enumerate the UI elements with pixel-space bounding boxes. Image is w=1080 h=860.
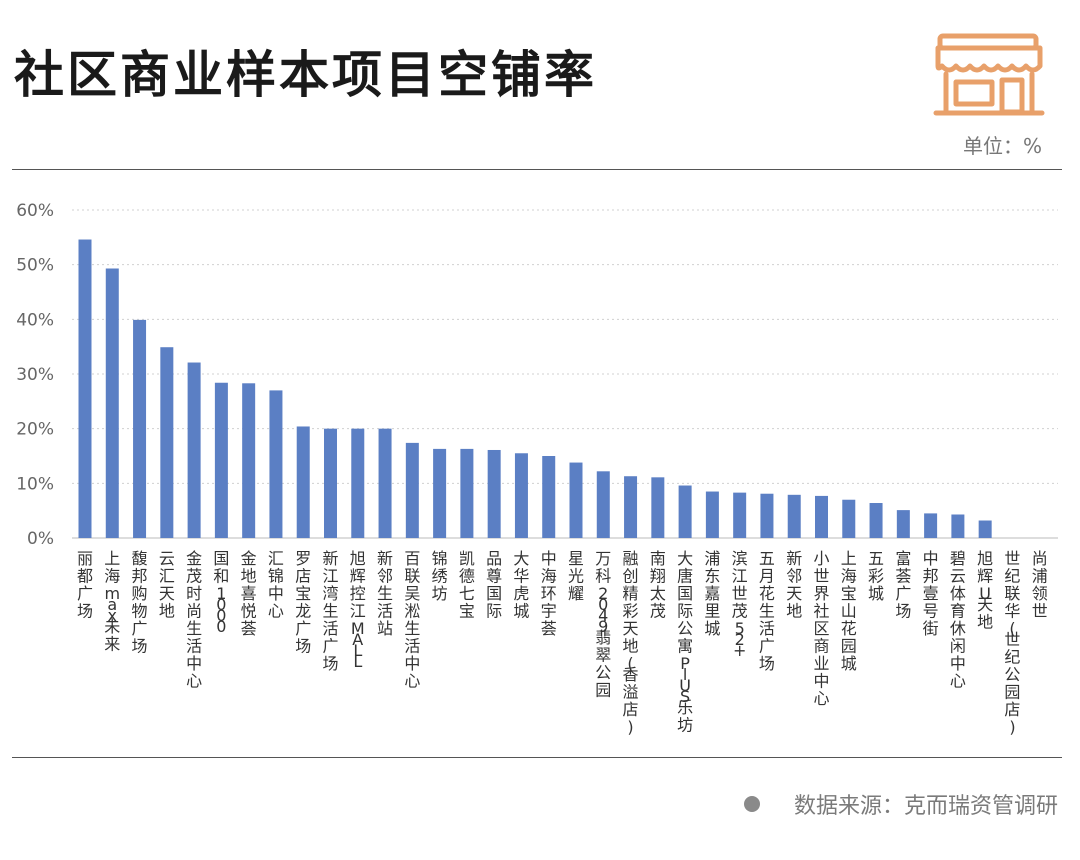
storefront-icon [933, 33, 1045, 116]
x-tick-label: 丽都广场 [77, 549, 93, 621]
bar [569, 462, 583, 538]
top-divider [12, 169, 1062, 170]
x-tick-label: 滨江世茂 5 2 + [732, 549, 748, 660]
x-tick-label: 旭辉 U 天地 [977, 549, 993, 632]
x-tick-label: 世纪联华(世纪公园店) [1004, 549, 1020, 737]
bar [78, 239, 92, 538]
x-tick-label: 大华虎城 [513, 549, 529, 621]
source-note: 数据来源：克而瑞资管调研 [743, 788, 1058, 820]
bar [324, 428, 337, 538]
y-tick-label: 20% [16, 420, 54, 440]
x-tick-label: 云汇天地 [159, 549, 175, 621]
x-tick-label: 碧云体育休闲中心 [950, 549, 966, 691]
bottom-divider [12, 757, 1062, 758]
x-tick-label: 馥邦购物广场 [132, 549, 148, 656]
bar [596, 471, 610, 538]
x-tick-label: 小世界社区商业中心 [813, 549, 829, 708]
x-tick-label: 锦绣坊 [432, 549, 448, 603]
x-tick-label: 新江湾生活广场 [322, 549, 338, 673]
bullet-dot-icon [743, 796, 760, 812]
bar [487, 449, 501, 538]
x-tick-label: 新邻生活站 [377, 549, 393, 638]
x-tick-label: 中邦壹号街 [923, 549, 939, 638]
bar [433, 448, 447, 538]
x-tick-label: 金地喜悦荟 [241, 549, 257, 638]
x-tick-label: 五彩城 [868, 549, 884, 603]
bar [160, 347, 174, 538]
bar [269, 390, 283, 538]
x-tick-label: 上海 m a x 未来 [104, 549, 120, 654]
bar [542, 456, 556, 538]
x-tick-label: 万科 2 0 4 9 翡翠公园 [595, 549, 611, 700]
x-tick-label: 星光耀 [568, 549, 584, 603]
bar [460, 448, 474, 538]
source-text: 数据来源：克而瑞资管调研 [793, 794, 1058, 819]
bar [787, 494, 801, 538]
x-tick-label: 尚浦领世 [1032, 549, 1048, 621]
unit-label: 单位：% [962, 134, 1042, 158]
x-tick-label: 五月花生活广场 [759, 549, 775, 673]
x-tick-label: 国和 1 0 0 0 [213, 549, 229, 636]
bar [651, 477, 665, 538]
bar [624, 476, 638, 538]
bar [869, 503, 883, 538]
bar [105, 268, 119, 538]
bar [815, 495, 828, 538]
x-tick-label: 融创精彩天地(香溢店) [623, 549, 639, 737]
x-tick-label: 浦东嘉里城 [704, 549, 720, 638]
bar [133, 319, 147, 538]
y-tick-label: 0% [27, 529, 54, 549]
x-tick-label: 品尊国际 [486, 549, 502, 621]
y-tick-label: 60% [16, 201, 54, 221]
x-tick-label: 中海环宇荟 [541, 549, 557, 638]
y-tick-label: 10% [16, 474, 54, 494]
x-tick-label: 汇锦中心 [268, 549, 284, 621]
chart-title: 社区商业样本项目空铺率 [14, 46, 597, 104]
x-tick-label: 旭辉控江 M A L L [350, 549, 366, 671]
x-tick-label: 百联吴淞生活中心 [404, 549, 420, 691]
bar [514, 453, 528, 538]
bar [896, 510, 910, 538]
x-tick-label: 上海宝山花园城 [841, 549, 857, 673]
x-tick-label: 南翔太茂 [650, 549, 666, 621]
bar [924, 513, 938, 538]
bar [760, 493, 774, 538]
bar [378, 428, 392, 538]
bar [978, 520, 992, 538]
bar [242, 383, 256, 538]
x-tick-label: 凯德七宝 [459, 549, 475, 621]
bar [296, 426, 310, 538]
bar [951, 514, 965, 538]
x-tick-label: 富荟广场 [895, 549, 911, 621]
x-tick-label: 金茂时尚生活中心 [186, 549, 202, 691]
bar [705, 491, 719, 538]
bar [187, 362, 201, 538]
bar [733, 492, 747, 538]
x-tick-label: 新邻天地 [786, 549, 802, 621]
y-tick-label: 50% [16, 256, 54, 276]
bar [678, 485, 692, 538]
bar [214, 382, 228, 538]
bar [405, 442, 419, 538]
y-tick-label: 40% [16, 310, 54, 330]
bar [351, 428, 365, 538]
bar [842, 499, 856, 538]
y-tick-label: 30% [16, 365, 54, 385]
x-tick-label: 罗店宝龙广场 [295, 549, 311, 656]
